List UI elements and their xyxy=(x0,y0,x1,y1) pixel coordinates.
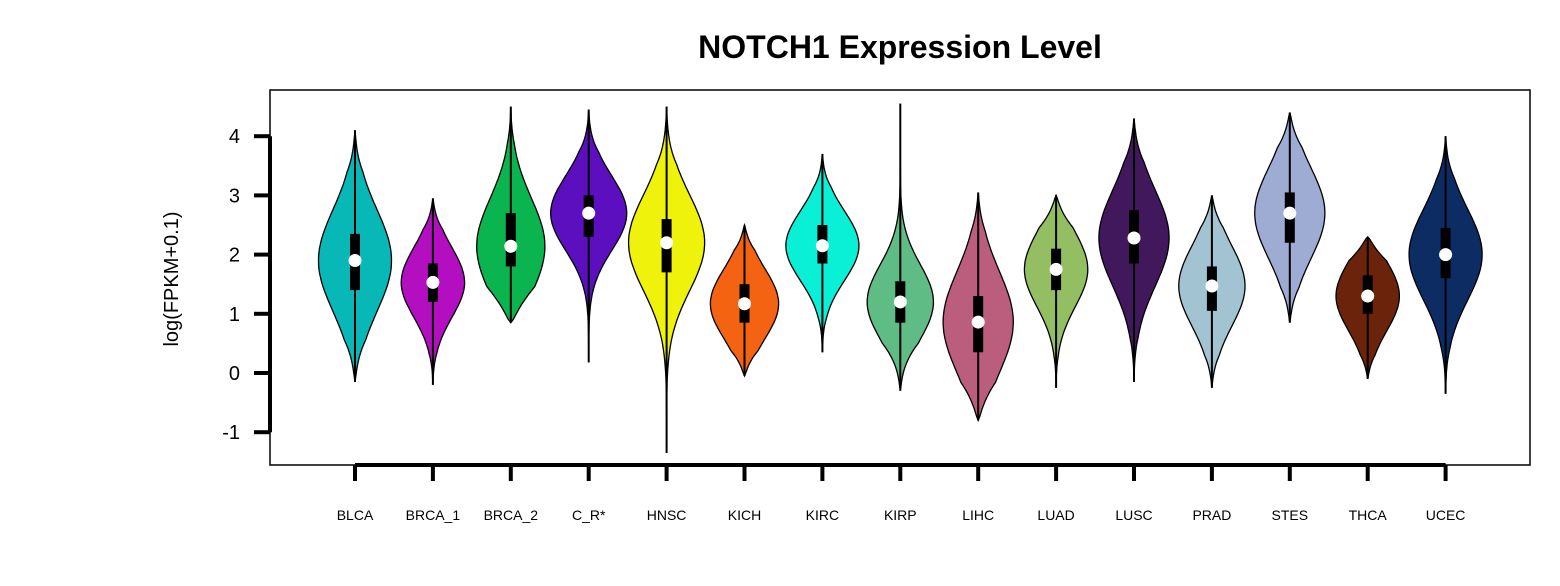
violin-median xyxy=(504,239,518,253)
violin-lusc xyxy=(1098,118,1170,382)
x-tick-label: LUAD xyxy=(1037,507,1074,523)
violin-blca xyxy=(317,130,393,382)
violin-thca xyxy=(1335,235,1401,380)
violin-median xyxy=(738,297,751,311)
violin-median xyxy=(1361,289,1375,303)
x-tick-label: KIRP xyxy=(884,507,917,523)
violin-median xyxy=(1127,231,1141,245)
violin-prad xyxy=(1178,195,1246,388)
violin-brca-2 xyxy=(476,106,546,324)
violin-iqr-box xyxy=(505,213,516,267)
violin-kirc xyxy=(785,153,860,353)
violin-median xyxy=(1439,248,1453,262)
x-tick-label: KICH xyxy=(728,507,761,523)
violin-luad xyxy=(1023,193,1089,388)
x-tick-label: KIRC xyxy=(806,507,839,523)
violin-stes xyxy=(1254,112,1326,323)
violin-median xyxy=(660,236,674,250)
violin-brca-1 xyxy=(400,198,466,385)
violin-lihc xyxy=(942,192,1014,423)
violin-median xyxy=(1049,262,1063,276)
violin-median xyxy=(1205,279,1219,293)
x-tick-label: LUSC xyxy=(1115,507,1152,523)
chart-title: NOTCH1 Expression Level xyxy=(698,29,1102,65)
violin-c-r- xyxy=(550,109,628,363)
y-tick-label: 3 xyxy=(229,185,240,207)
violin-median xyxy=(815,239,829,253)
violin-median xyxy=(582,206,596,220)
x-axis: BLCA BRCA_1 BRCA_2 C_R* HNSC KICH KIRC KIRP LIHC… xyxy=(337,463,1466,523)
violin-median xyxy=(426,275,440,289)
y-tick-label: 2 xyxy=(229,245,240,267)
y-axis-label: log(FPKM+0.1) xyxy=(161,211,183,346)
x-tick-label: UCEC xyxy=(1426,507,1466,523)
violin-median xyxy=(1283,206,1297,220)
violin-median xyxy=(893,295,907,309)
x-tick-label: C_R* xyxy=(572,507,606,523)
x-tick-label: HNSC xyxy=(647,507,687,523)
x-tick-label: BLCA xyxy=(337,507,374,523)
x-tick-label: THCA xyxy=(1349,507,1388,523)
violin-ucec xyxy=(1408,136,1483,394)
y-tick-label: -1 xyxy=(222,422,240,444)
violins xyxy=(317,103,1483,453)
x-tick-label: LIHC xyxy=(962,507,994,523)
x-tick-label: STES xyxy=(1272,507,1309,523)
violin-hnsc xyxy=(627,106,706,453)
x-tick-label: PRAD xyxy=(1192,507,1231,523)
y-tick-label: 0 xyxy=(229,363,240,385)
violin-median xyxy=(348,254,362,268)
x-tick-label: BRCA_2 xyxy=(484,507,539,523)
y-axis: -1 0 1 2 3 4 xyxy=(222,126,272,444)
y-tick-label: 4 xyxy=(229,126,240,148)
y-tick-label: 1 xyxy=(229,304,240,326)
violin-median xyxy=(971,315,985,329)
violin-kirp xyxy=(866,103,935,391)
x-tick-label: BRCA_1 xyxy=(406,507,461,523)
violin-kich xyxy=(709,222,780,378)
